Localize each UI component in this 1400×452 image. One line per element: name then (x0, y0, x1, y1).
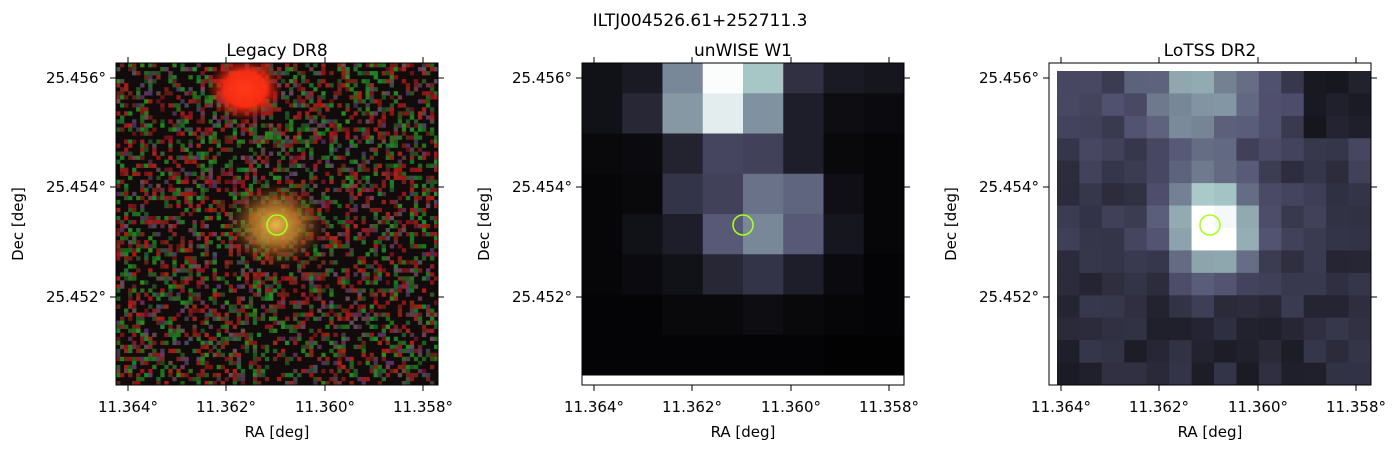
ticks-lotss (1043, 57, 1377, 391)
xtick-label: 11.358° (859, 398, 919, 416)
ytick-label: 25.454° (979, 178, 1039, 196)
ytick-label: 25.456° (512, 69, 572, 87)
xtick-label: 11.362° (196, 398, 256, 416)
ytick-label: 25.454° (46, 178, 106, 196)
xtick-label: 11.364° (564, 398, 624, 416)
target-marker-legacy (266, 214, 288, 236)
xtick-label: 11.364° (98, 398, 158, 416)
x-axis-label-lotss: RA [deg] (1178, 423, 1243, 441)
xtick-label: 11.360° (295, 398, 355, 416)
ytick-label: 25.456° (979, 69, 1039, 87)
panel-title-lotss: LoTSS DR2 (1164, 41, 1257, 61)
xtick-label: 11.358° (1326, 398, 1386, 416)
xtick-label: 11.364° (1031, 398, 1091, 416)
axes-frame-lotss (1048, 62, 1372, 386)
pixel-grid (1057, 71, 1371, 385)
ytick-label: 25.456° (46, 69, 106, 87)
xtick-label: 11.358° (393, 398, 453, 416)
y-axis-label-legacy: Dec [deg] (9, 187, 27, 261)
axes-frame-legacy (115, 62, 439, 386)
panel-lotss: LoTSS DR2 11.364° 11.362° 11.360° 11.358… (942, 41, 1386, 441)
ytick-label: 25.454° (512, 178, 572, 196)
pixel-grid (582, 63, 904, 376)
ytick-label: 25.452° (512, 288, 572, 306)
target-source (226, 183, 326, 267)
xtick-label: 11.360° (1228, 398, 1288, 416)
image-lotss (1049, 63, 1371, 385)
image-legacy (116, 63, 438, 385)
ticks-unwise (576, 57, 910, 391)
x-axis-label-unwise: RA [deg] (711, 423, 776, 441)
xtick-label: 11.360° (761, 398, 821, 416)
ytick-label: 25.452° (46, 288, 106, 306)
target-marker-unwise (732, 214, 754, 236)
panel-legacy: Legacy DR8 11.364° 11.362° 11.360° 11.35… (9, 41, 453, 441)
xtick-label: 11.362° (1129, 398, 1189, 416)
image-unwise (582, 63, 904, 376)
xtick-label: 11.362° (662, 398, 722, 416)
panel-title-legacy: Legacy DR8 (226, 41, 327, 61)
ytick-label: 25.452° (979, 288, 1039, 306)
axes-frame-unwise (581, 62, 905, 386)
y-axis-label-unwise: Dec [deg] (475, 187, 493, 261)
bright-source (207, 63, 283, 121)
target-marker-lotss (1199, 214, 1221, 236)
ticks-legacy (110, 57, 444, 391)
x-axis-label-legacy: RA [deg] (245, 423, 310, 441)
panel-title-unwise: unWISE W1 (694, 41, 792, 61)
figure-title: ILTJ004526.61+252711.3 (593, 11, 808, 31)
y-axis-label-lotss: Dec [deg] (942, 187, 960, 261)
panel-unwise: unWISE W1 11.364° 11.362° 11.360° 11.358… (475, 41, 919, 441)
